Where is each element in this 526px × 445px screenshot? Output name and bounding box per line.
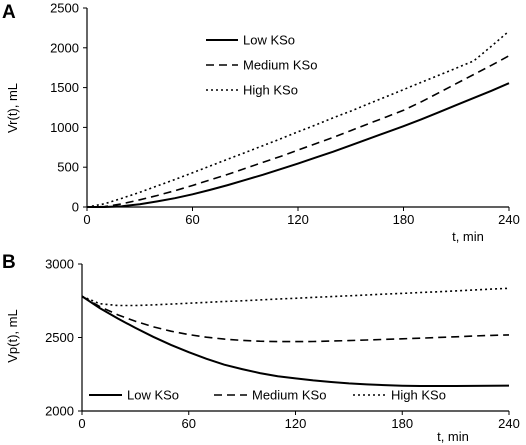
panel-b-series bbox=[81, 287, 510, 387]
panel-a-legend: Low KSo Medium KSo High KSo bbox=[206, 33, 317, 98]
panel-a-legend-label: Medium KSo bbox=[243, 58, 317, 73]
panel-b-series-medium-kso bbox=[81, 295, 510, 343]
panel-b-y-tick-label: 3000 bbox=[45, 257, 74, 272]
panel-a-series-medium-kso bbox=[86, 55, 510, 208]
panel-a-series bbox=[86, 30, 510, 208]
panel-a-y-tick-label: 1500 bbox=[50, 80, 79, 95]
panel-a-series-low-kso bbox=[87, 82, 510, 208]
panel-b-x-tick-label: 60 bbox=[182, 416, 196, 431]
panel-a-legend-label: High KSo bbox=[243, 83, 298, 98]
panel-a-x-axis-label: t, min bbox=[452, 229, 484, 244]
panel-a-axes: 0 500 1000 1500 2000 2500 0 60 120 180 240 bbox=[50, 1, 520, 228]
panel-b-legend-label: High KSo bbox=[391, 388, 446, 403]
panel-a-y-tick-label: 1000 bbox=[50, 120, 79, 135]
panel-a-y-axis-label: Vr(t), mL bbox=[5, 83, 20, 133]
panel-a-y-tick-label: 2500 bbox=[50, 1, 79, 16]
panel-a-x-tick-label: 0 bbox=[83, 212, 90, 227]
panel-b-x-tick-label: 120 bbox=[285, 416, 307, 431]
panel-a-legend-label: Low KSo bbox=[243, 33, 295, 48]
panel-a-x-tick-label: 60 bbox=[185, 212, 199, 227]
panel-b-y-tick-label: 2500 bbox=[45, 330, 74, 345]
panel-a-series-high-kso bbox=[86, 30, 510, 208]
panel-b-x-tick-label: 180 bbox=[391, 416, 413, 431]
panel-b-legend-label: Low KSo bbox=[127, 388, 179, 403]
panel-b-label: B bbox=[2, 252, 16, 273]
panel-b-legend: Low KSo Medium KSo High KSo bbox=[89, 388, 446, 403]
panel-a: A 0 500 1000 1500 2000 2500 0 60 120 180 240 t, mi… bbox=[2, 1, 520, 245]
panel-b: B 2000 2500 3000 0 60 120 180 240 t, min Vp(t),… bbox=[2, 252, 520, 444]
panel-b-series-high-kso bbox=[81, 287, 510, 307]
panel-b-y-axis-label: Vp(t), mL bbox=[5, 309, 20, 362]
panel-b-x-axis-label: t, min bbox=[437, 429, 469, 444]
panel-a-x-tick-label: 120 bbox=[287, 212, 309, 227]
panel-b-series-low-kso bbox=[81, 295, 510, 387]
panel-a-y-tick-label: 2000 bbox=[50, 40, 79, 55]
panel-b-y-tick-label: 2000 bbox=[45, 404, 74, 419]
panel-a-x-tick-label: 180 bbox=[393, 212, 415, 227]
panel-b-x-tick-label: 0 bbox=[78, 416, 85, 431]
panel-a-y-tick-label: 500 bbox=[57, 160, 79, 175]
panel-a-label: A bbox=[2, 2, 16, 23]
panel-b-x-tick-label: 240 bbox=[498, 416, 520, 431]
panel-b-axes: 2000 2500 3000 0 60 120 180 240 bbox=[45, 257, 520, 432]
panel-b-legend-label: Medium KSo bbox=[252, 388, 326, 403]
panel-a-y-tick-label: 0 bbox=[72, 200, 79, 215]
panel-a-x-tick-label: 240 bbox=[498, 212, 520, 227]
